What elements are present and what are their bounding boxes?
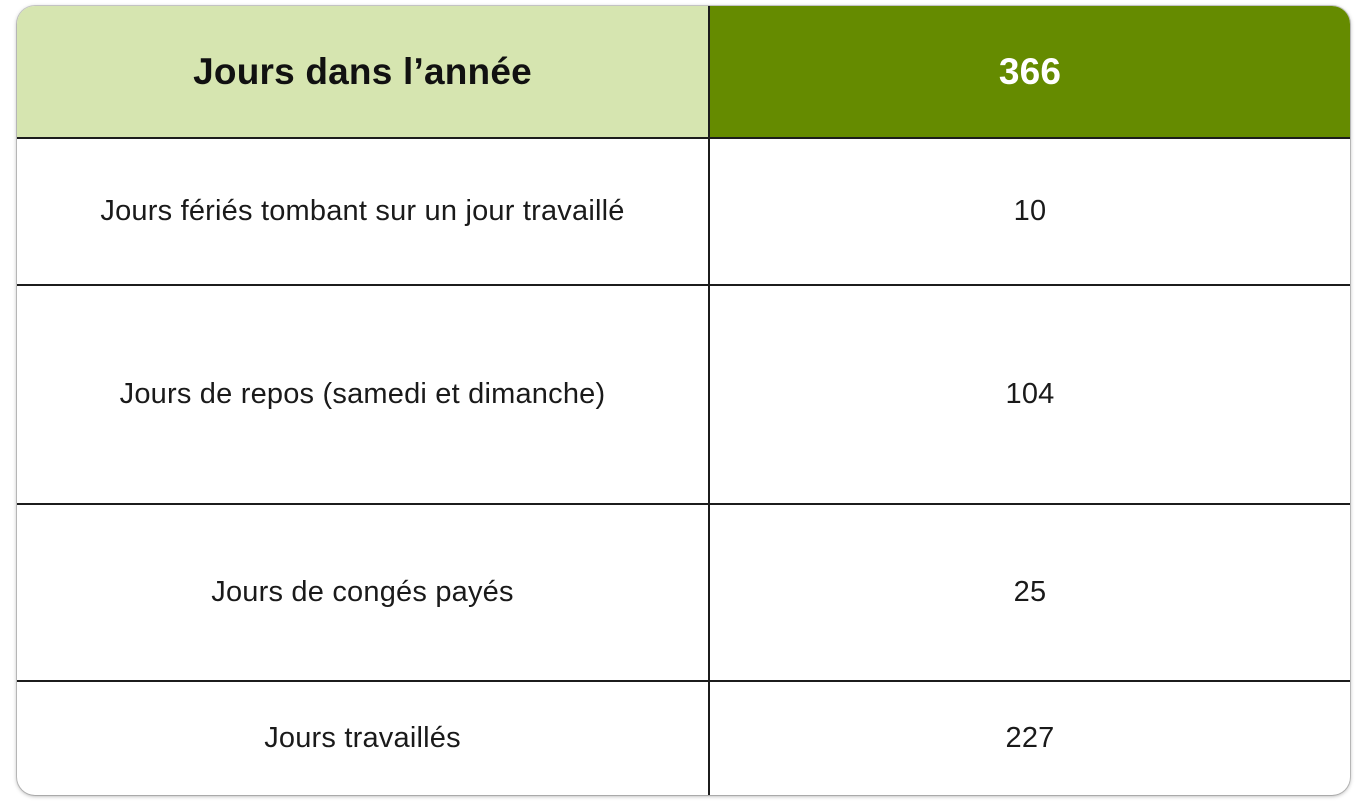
table-row: Jours travaillés 227 (17, 682, 1350, 795)
table-row: Jours de repos (samedi et dimanche) 104 (17, 286, 1350, 505)
row-label-cell: Jours de repos (samedi et dimanche) (17, 286, 710, 503)
row-value-cell: 104 (1005, 378, 1055, 410)
row-label-cell: Jours de congés payés (17, 505, 710, 680)
header-label-cell: Jours dans l’année (17, 6, 710, 137)
row-value-cell: 227 (1005, 722, 1055, 754)
row-value-cell: 10 (1013, 195, 1047, 227)
table-row: Jours fériés tombant sur un jour travail… (17, 139, 1350, 286)
table-header-row: Jours dans l’année 366 (17, 6, 1350, 139)
header-value-cell: 366 (710, 6, 1350, 137)
row-value-cell: 25 (1013, 576, 1047, 608)
working-days-table: Jours dans l’année 366 Jours fériés tomb… (17, 6, 1350, 795)
row-label-cell: Jours travaillés (17, 682, 710, 795)
row-label-cell: Jours fériés tombant sur un jour travail… (17, 139, 710, 284)
table-row: Jours de congés payés 25 (17, 505, 1350, 682)
